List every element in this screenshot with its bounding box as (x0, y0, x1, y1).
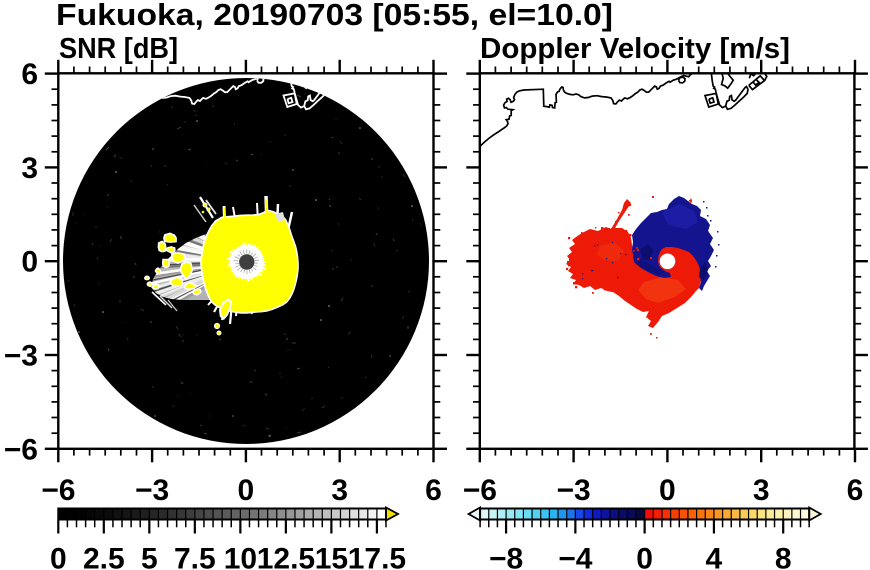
svg-text:−3: −3 (556, 474, 590, 507)
svg-text:−3: −3 (4, 340, 38, 373)
svg-text:SNR [dB]: SNR [dB] (59, 33, 178, 65)
svg-text:−8: −8 (489, 543, 523, 570)
svg-text:8: 8 (775, 543, 792, 570)
svg-text:6: 6 (21, 58, 38, 91)
svg-text:−6: −6 (4, 433, 38, 466)
svg-text:15: 15 (315, 543, 348, 570)
svg-text:6: 6 (847, 474, 864, 507)
svg-text:6: 6 (425, 474, 442, 507)
svg-text:4: 4 (706, 543, 723, 570)
svg-text:0: 0 (659, 474, 676, 507)
svg-text:2.5: 2.5 (83, 543, 125, 570)
svg-text:−3: −3 (135, 474, 169, 507)
svg-text:3: 3 (21, 152, 38, 185)
svg-text:0: 0 (21, 246, 38, 279)
svg-text:−6: −6 (41, 474, 75, 507)
svg-text:−6: −6 (463, 474, 497, 507)
svg-text:−4: −4 (558, 543, 593, 570)
svg-text:Doppler Velocity [m/s]: Doppler Velocity [m/s] (480, 33, 790, 65)
svg-text:7.5: 7.5 (174, 543, 216, 570)
svg-text:12.5: 12.5 (257, 543, 315, 570)
svg-text:3: 3 (331, 474, 348, 507)
svg-text:3: 3 (753, 474, 770, 507)
svg-text:5: 5 (141, 543, 158, 570)
svg-text:0: 0 (50, 543, 67, 570)
svg-text:0: 0 (636, 543, 653, 570)
svg-text:Fukuoka, 20190703 [05:55, el=1: Fukuoka, 20190703 [05:55, el=10.0] (56, 0, 613, 32)
svg-text:17.5: 17.5 (348, 543, 406, 570)
svg-text:10: 10 (224, 543, 257, 570)
svg-text:0: 0 (238, 474, 255, 507)
